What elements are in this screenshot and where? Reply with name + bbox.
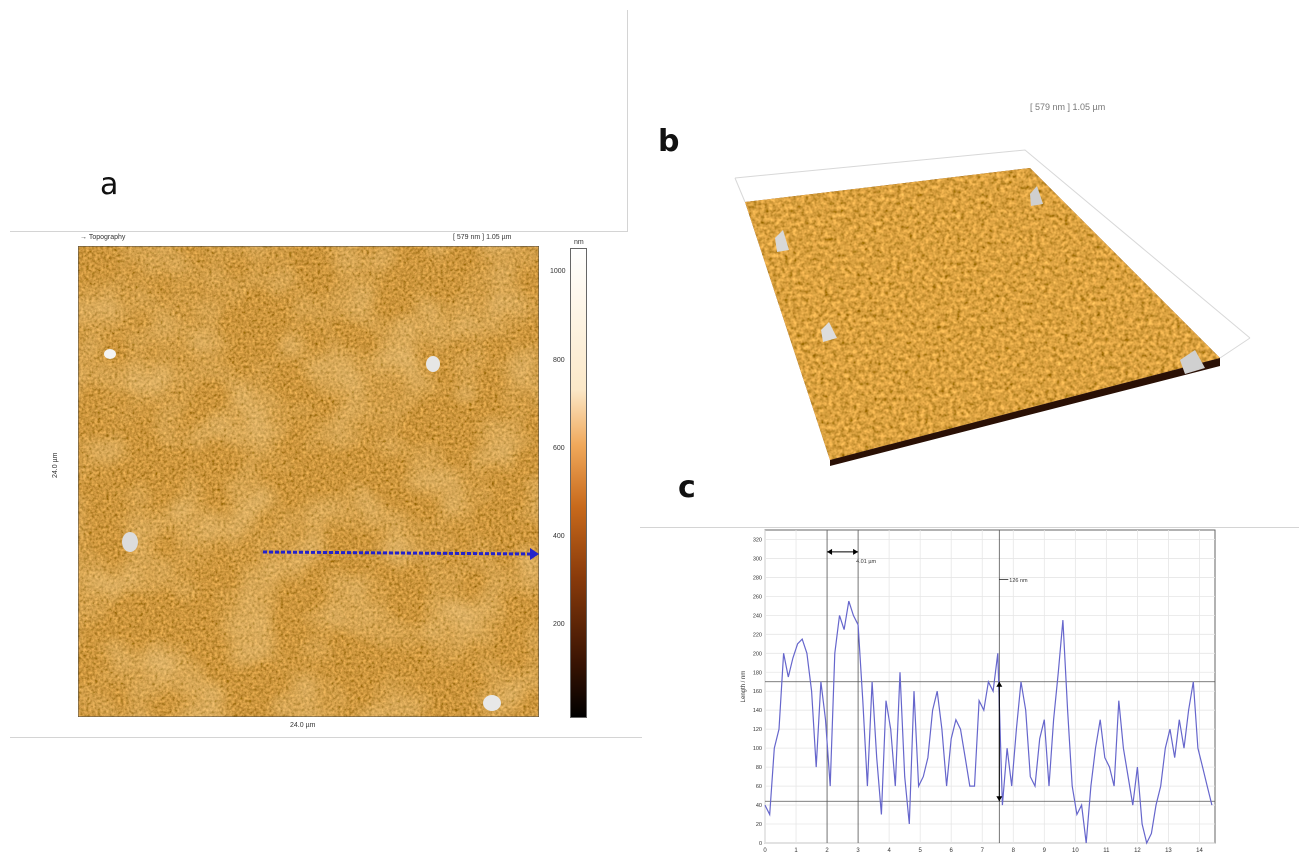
colorbar-tick-600: 600 <box>553 445 565 452</box>
y-tick-label: 140 <box>753 708 762 714</box>
particle-mark <box>483 695 501 711</box>
x-tick-label: 7 <box>981 848 985 854</box>
panel-label-b: b <box>658 124 680 159</box>
particle-mark <box>426 356 440 372</box>
arrowhead-icon <box>853 548 859 555</box>
y-tick-label: 280 <box>753 575 762 581</box>
colorbar <box>570 248 587 718</box>
particle-mark <box>1030 186 1043 206</box>
y-tick-label: 0 <box>759 841 762 847</box>
panel-label-c: c <box>678 470 696 505</box>
x-tick-label: 5 <box>919 848 923 854</box>
colorbar-tick-800: 800 <box>553 357 565 364</box>
x-tick-label: 10 <box>1072 848 1079 854</box>
profile-series-line <box>764 600 1213 845</box>
topography-image <box>78 246 539 717</box>
x-tick-label: 4 <box>887 848 891 854</box>
x-tick-label: 2 <box>825 848 829 854</box>
x-tick-label: 12 <box>1134 848 1141 854</box>
x-tick-label: 14 <box>1196 848 1203 854</box>
x-tick-label: 13 <box>1165 848 1172 854</box>
x-tick-label: 0 <box>763 848 767 854</box>
particle-mark <box>775 230 789 252</box>
topography-3d-view <box>734 149 1251 466</box>
particle-mark <box>1180 350 1205 374</box>
annotation-height-label: 126 nm <box>1009 578 1028 584</box>
y-tick-label: 320 <box>753 537 762 543</box>
y-axis-label: 24.0 µm <box>52 452 59 478</box>
x-tick-label: 11 <box>1103 848 1110 854</box>
3d-scale-label: [ 579 nm ] 1.05 µm <box>1030 102 1106 112</box>
colorbar-tick-1000: 1000 <box>550 268 566 275</box>
arrowhead-icon <box>827 548 833 555</box>
particle-mark <box>104 349 116 359</box>
colorbar-unit: nm <box>574 239 584 246</box>
arrowhead-icon <box>996 681 1003 687</box>
y-tick-label: 300 <box>753 556 762 562</box>
y-tick-label: 60 <box>756 784 762 790</box>
plot-area <box>764 529 1216 844</box>
divider-top-right-vertical <box>627 10 628 232</box>
y-tick-label: 20 <box>756 822 762 828</box>
profile-line <box>262 550 535 556</box>
profile-chart: 0 1 2 3 4 5 6 7 8 9 10 11 12 13 1402040608010012014016… <box>741 529 1216 854</box>
y-tick-label: 240 <box>753 613 762 619</box>
profile-arrow-icon <box>530 548 539 560</box>
y-tick-label: 220 <box>753 632 762 638</box>
divider-top-horizontal <box>10 231 628 232</box>
y-tick-label: 200 <box>753 651 762 657</box>
x-tick-label: 1 <box>794 848 798 854</box>
x-tick-label: 8 <box>1012 848 1016 854</box>
particle-mark <box>821 322 837 342</box>
x-axis-label: 24.0 µm <box>290 722 316 729</box>
divider-right-horizontal <box>640 527 1299 528</box>
colorbar-tick-200: 200 <box>553 621 565 628</box>
y-tick-label: 260 <box>753 594 762 600</box>
colorbar-tick-400: 400 <box>553 533 565 540</box>
y-tick-label: 80 <box>756 765 762 771</box>
annotation-width-label: 4.01 µm <box>856 559 876 565</box>
y-tick-label: 100 <box>753 746 762 752</box>
panel-label-a: a <box>100 167 119 202</box>
particle-mark <box>122 532 138 552</box>
y-tick-label: 180 <box>753 670 762 676</box>
x-tick-label: 3 <box>856 848 860 854</box>
y-axis-title: Length / nm <box>741 671 747 703</box>
x-tick-label: 6 <box>950 848 954 854</box>
topography-header-left: → Topography <box>80 234 126 241</box>
y-tick-label: 160 <box>753 689 762 695</box>
x-tick-label: 9 <box>1043 848 1047 854</box>
y-tick-label: 40 <box>756 803 762 809</box>
arrowhead-icon <box>996 796 1003 802</box>
y-tick-label: 120 <box>753 727 762 733</box>
topography-scale-label: [ 579 nm ] 1.05 µm <box>453 234 512 241</box>
divider-bottom-left-horizontal <box>10 737 642 738</box>
